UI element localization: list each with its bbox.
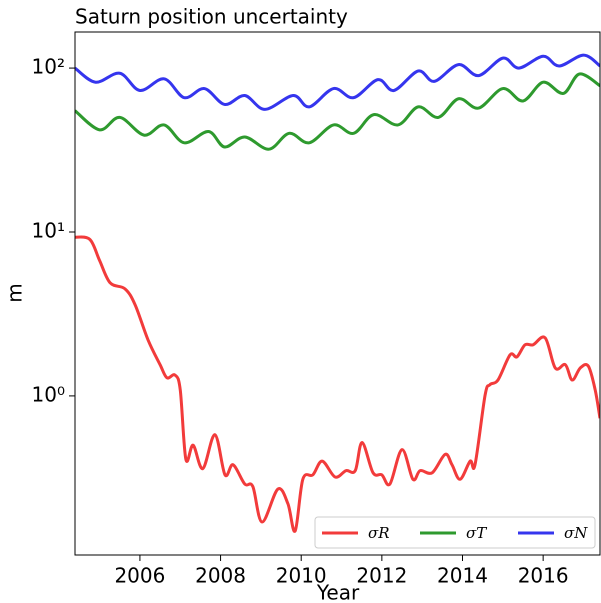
x-tick-label: 2016 bbox=[518, 564, 569, 588]
axes-frame bbox=[74, 31, 601, 556]
chart-title: Saturn position uncertainty bbox=[75, 5, 348, 29]
x-axis-label: Year bbox=[316, 581, 360, 603]
y-axis-label: m bbox=[3, 283, 27, 302]
y-tick-label: 10¹ bbox=[32, 218, 65, 242]
x-tick-label: 2014 bbox=[437, 564, 488, 588]
x-tick-label: 2006 bbox=[114, 564, 165, 588]
data-line bbox=[75, 235, 600, 533]
y-tick-label: 10⁰ bbox=[32, 382, 65, 406]
legend-label: σN bbox=[564, 524, 588, 542]
y-tick-label: 10² bbox=[32, 55, 65, 79]
x-tick-label: 2010 bbox=[276, 564, 327, 588]
data-line bbox=[75, 72, 600, 151]
data-line bbox=[75, 53, 600, 111]
x-tick-label: 2012 bbox=[356, 564, 407, 588]
legend-label: σR bbox=[368, 524, 390, 542]
x-tick-label: 2008 bbox=[195, 564, 246, 588]
legend-label: σT bbox=[466, 524, 487, 542]
